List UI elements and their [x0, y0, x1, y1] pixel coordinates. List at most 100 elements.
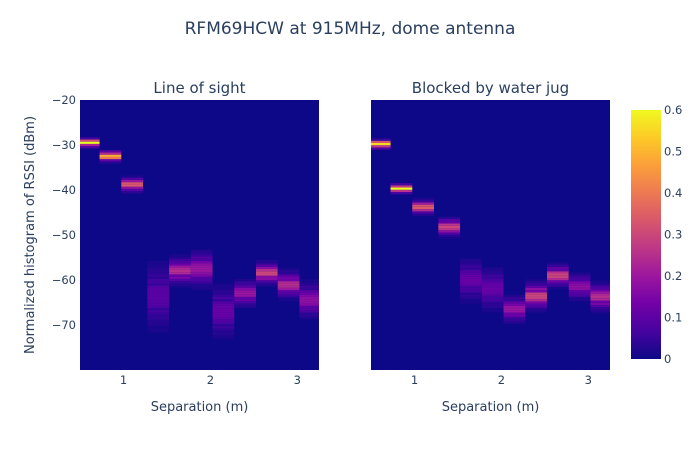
y-tick-label: −60	[52, 273, 76, 287]
heatmap-cell	[481, 285, 504, 288]
heatmap-cell	[169, 254, 191, 257]
heatmap-cell	[299, 314, 319, 318]
heatmap-cell	[438, 234, 461, 238]
heatmap-cell	[412, 206, 435, 210]
heatmap-cell	[481, 287, 504, 291]
heatmap-cell	[568, 272, 591, 275]
heatmap-cell	[147, 294, 170, 297]
heatmap-cell	[190, 276, 213, 279]
colorbar-tick-label: 0.5	[664, 145, 682, 159]
heatmap-cell	[438, 223, 461, 226]
heatmap-cell	[590, 302, 610, 305]
heatmap-cell	[481, 269, 504, 273]
heatmap-cell	[412, 211, 435, 214]
heatmap-cell	[190, 272, 213, 275]
heatmap-cell	[590, 284, 610, 287]
heatmap-cell	[147, 269, 170, 273]
heatmap-cell	[212, 328, 235, 331]
heatmap-cell	[169, 285, 191, 288]
heatmap-cell	[481, 267, 504, 270]
heatmap-cell	[212, 299, 235, 302]
heatmap-cell	[80, 137, 100, 140]
heatmap-cell	[299, 305, 319, 309]
heatmap-cell	[190, 267, 213, 270]
heatmap-cell	[212, 323, 235, 327]
heatmap-cell	[481, 299, 504, 302]
heatmap-cell	[147, 285, 170, 288]
heatmap-cell	[481, 292, 504, 295]
colorbar-tick-label: 0.1	[664, 311, 682, 325]
heatmap-cell	[147, 296, 170, 300]
heatmap-cell	[503, 305, 526, 309]
heatmap-cell	[234, 290, 256, 293]
heatmap-cell	[255, 280, 278, 283]
heatmap-cell	[80, 143, 100, 147]
y-tick-label: −20	[52, 93, 76, 107]
x-tick-label: 1	[411, 373, 418, 387]
heatmap-cell	[255, 284, 278, 287]
heatmap-cell	[255, 273, 278, 276]
x-tick-label: 2	[498, 373, 505, 387]
heatmap-cell	[481, 301, 504, 304]
heatmap-cell	[503, 317, 526, 320]
heatmap-cell	[212, 312, 235, 315]
heatmap-cell	[503, 312, 526, 315]
heatmap-cell	[255, 266, 278, 269]
heatmap-cell	[460, 301, 482, 304]
heatmap-cell	[169, 283, 191, 286]
heatmap-cell	[481, 305, 504, 309]
heatmap-cell	[438, 216, 461, 220]
heatmap-cell	[568, 292, 591, 295]
heatmap-cell	[277, 272, 300, 275]
panel-left-x-axis-label: Separation (m)	[151, 400, 249, 415]
heatmap-cell	[212, 319, 235, 322]
heatmap-cell	[481, 281, 504, 284]
heatmap-cell	[460, 274, 482, 277]
heatmap-cell	[169, 265, 191, 268]
heatmap-cell	[525, 283, 547, 286]
heatmap-cell	[371, 140, 391, 143]
y-tick-label: −40	[52, 183, 76, 197]
heatmap-cell	[121, 177, 144, 180]
heatmap-cell	[212, 290, 235, 293]
heatmap-cell	[546, 262, 569, 265]
panel-right-x-axis-label: Separation (m)	[442, 400, 540, 415]
heatmap-cell	[299, 285, 319, 288]
heatmap-cell	[190, 287, 213, 291]
heatmap-cell	[147, 312, 170, 315]
heatmap-cell	[390, 192, 413, 195]
heatmap-cell	[121, 175, 144, 178]
heatmap-cell	[99, 156, 122, 160]
heatmap-cell	[277, 278, 300, 282]
heatmap-cell	[147, 323, 170, 327]
heatmap-cell	[503, 294, 526, 297]
heatmap-cell	[80, 146, 100, 149]
heatmap-cell	[371, 138, 391, 141]
heatmap-cell	[299, 290, 319, 293]
heatmap-cell	[255, 277, 278, 281]
heatmap-cell	[460, 272, 482, 275]
x-tick-label: 3	[294, 373, 301, 387]
heatmap-cell	[147, 319, 170, 322]
heatmap-cell	[525, 281, 547, 284]
heatmap-cell	[481, 303, 504, 306]
heatmap-cell	[147, 267, 170, 270]
heatmap-cell	[169, 276, 191, 279]
heatmap-cell	[460, 292, 482, 295]
heatmap-cell	[460, 294, 482, 297]
heatmap-cell	[503, 314, 526, 318]
heatmap-cell	[503, 301, 526, 304]
heatmap-cell	[212, 308, 235, 311]
heatmap-cell	[212, 326, 235, 329]
colorbar-tick-label: 0.3	[664, 228, 682, 242]
y-axis-label: Normalized histogram of RSSI (dBm)	[23, 116, 38, 354]
heatmap-cell	[255, 259, 278, 263]
heatmap-cell	[438, 237, 461, 240]
heatmap-cell	[460, 283, 482, 286]
heatmap-cell	[525, 290, 547, 293]
heatmap-cell	[412, 202, 435, 205]
heatmap-cell	[234, 285, 256, 288]
heatmap-cell	[460, 299, 482, 302]
heatmap-cell	[299, 287, 319, 291]
panel-right-plot-area	[371, 100, 610, 370]
